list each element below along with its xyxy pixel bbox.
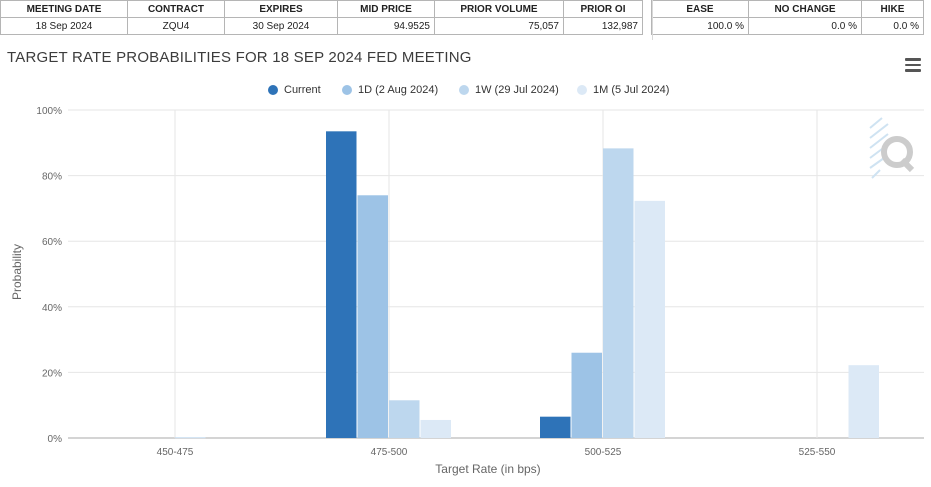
y-axis-label: Probability	[10, 244, 24, 300]
contract-table-area: MEETING DATE CONTRACT EXPIRES MID PRICE …	[0, 0, 924, 35]
bar-w1-450-475[interactable]	[175, 437, 206, 439]
cell-prior-volume: 75,057	[434, 17, 564, 35]
legend-label-1d: 1D (2 Aug 2024)	[358, 84, 439, 96]
legend-marker-1m	[577, 85, 587, 95]
bar-current-475-500[interactable]	[326, 131, 357, 438]
x-tick-label: 475-500	[371, 447, 408, 458]
bar-group	[175, 131, 880, 439]
header-ease: EASE	[651, 0, 749, 18]
header-prior-oi: PRIOR OI	[563, 0, 643, 18]
cell-prior-oi: 132,987	[563, 17, 643, 35]
y-tick-label: 40%	[42, 303, 62, 314]
contract-table-row: 18 Sep 2024 ZQU4 30 Sep 2024 94.9525 75,…	[0, 17, 643, 35]
y-tick-labels: 0% 20% 40% 60% 80% 100%	[36, 106, 62, 445]
x-tick-label: 500-525	[585, 447, 622, 458]
y-tick-label: 20%	[42, 368, 62, 379]
bar-d1-500-525[interactable]	[571, 352, 603, 438]
probability-table: EASE NO CHANGE HIKE 100.0 % 0.0 % 0.0 %	[651, 0, 924, 35]
y-tick-label: 60%	[42, 237, 62, 248]
probability-table-header: EASE NO CHANGE HIKE	[651, 0, 924, 18]
x-tick-labels: 450-475 475-500 500-525 525-550	[157, 447, 836, 458]
bar-w1-475-500[interactable]	[389, 400, 420, 438]
bar-m1-525-550[interactable]	[848, 365, 880, 438]
legend-label-current: Current	[284, 84, 321, 96]
legend-marker-current	[268, 85, 278, 95]
y-tick-label: 0%	[48, 434, 63, 445]
header-meeting-date: MEETING DATE	[0, 0, 128, 18]
table-divider	[652, 0, 653, 40]
chart-menu-icon[interactable]	[905, 58, 921, 72]
cell-expires: 30 Sep 2024	[224, 17, 338, 35]
header-hike: HIKE	[861, 0, 924, 18]
x-tick-label: 450-475	[157, 447, 194, 458]
bar-current-500-525[interactable]	[540, 416, 571, 438]
probability-table-row: 100.0 % 0.0 % 0.0 %	[651, 17, 924, 35]
legend-label-1w: 1W (29 Jul 2024)	[475, 84, 559, 96]
legend-marker-1d	[342, 85, 352, 95]
cell-hike: 0.0 %	[861, 17, 924, 35]
y-tick-label: 80%	[42, 172, 62, 183]
header-no-change: NO CHANGE	[748, 0, 862, 18]
legend-marker-1w	[459, 85, 469, 95]
contract-table: MEETING DATE CONTRACT EXPIRES MID PRICE …	[0, 0, 643, 35]
cell-mid-price: 94.9525	[337, 17, 435, 35]
x-tick-label: 525-550	[799, 447, 836, 458]
bar-m1-500-525[interactable]	[634, 200, 666, 438]
x-axis-label: Target Rate (in bps)	[435, 462, 540, 476]
header-prior-volume: PRIOR VOLUME	[434, 0, 564, 18]
cell-contract: ZQU4	[127, 17, 225, 35]
legend-item-1m[interactable]: 1M (5 Jul 2024)	[577, 84, 669, 96]
bar-m1-475-500[interactable]	[420, 419, 452, 438]
legend-item-1w[interactable]: 1W (29 Jul 2024)	[459, 84, 559, 96]
gridlines	[68, 109, 924, 439]
y-tick-label: 100%	[36, 106, 62, 117]
quikstrike-logo-icon	[869, 117, 915, 179]
bar-w1-500-525[interactable]	[603, 148, 634, 438]
legend-item-1d[interactable]: 1D (2 Aug 2024)	[342, 84, 438, 96]
bar-d1-475-500[interactable]	[357, 195, 389, 438]
header-contract: CONTRACT	[127, 0, 225, 18]
legend-label-1m: 1M (5 Jul 2024)	[593, 84, 670, 96]
chart-legend: Current 1D (2 Aug 2024) 1W (29 Jul 2024)…	[0, 84, 931, 102]
legend-item-current[interactable]: Current	[268, 84, 321, 96]
chart-title: TARGET RATE PROBABILITIES FOR 18 SEP 202…	[7, 49, 472, 66]
